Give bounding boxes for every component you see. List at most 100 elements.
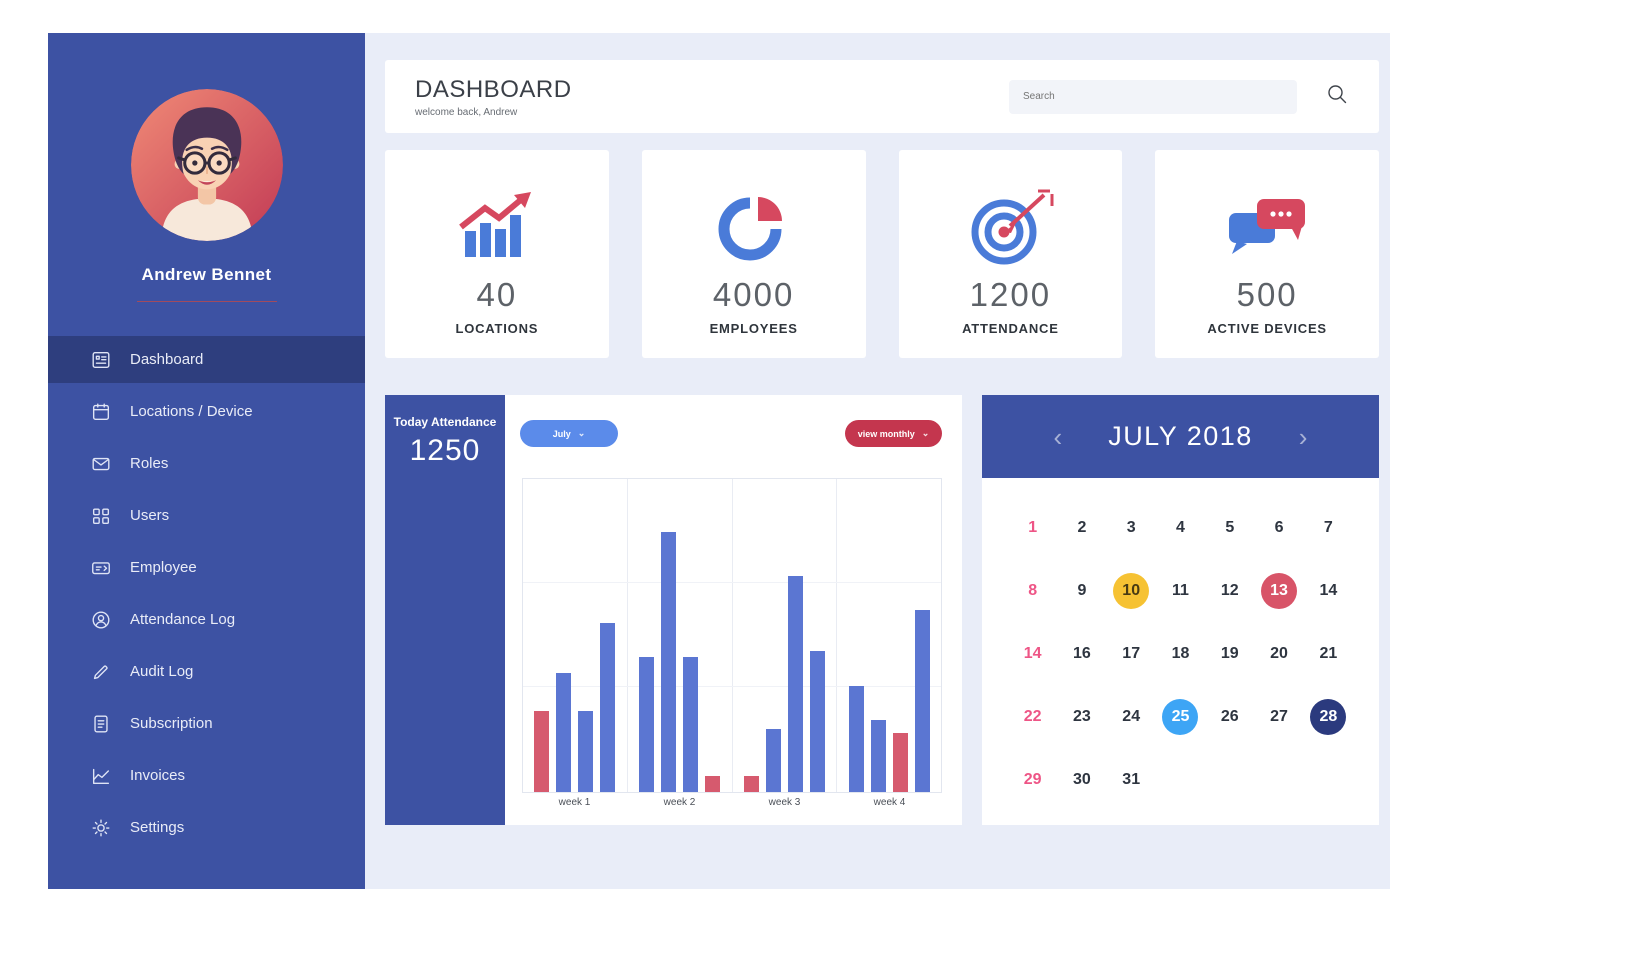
calendar-day-30[interactable]: 30 [1073,770,1091,788]
calendar-cell: 29 [1008,748,1057,811]
chevron-down-icon: ⌄ [577,428,586,438]
chart-bar [661,532,677,792]
calendar-cell: 27 [1254,685,1303,748]
calendar-cell: 16 [1057,622,1106,685]
calendar-cell: 10 [1107,559,1156,622]
sidebar-item-attendance-log[interactable]: Attendance Log [48,596,365,643]
calendar-prev-icon[interactable]: ‹ [1053,421,1063,452]
calendar-day-27[interactable]: 27 [1270,707,1288,725]
user-name: Andrew Bennet [141,265,272,284]
sidebar-item-employee[interactable]: Employee [48,544,365,591]
calendar-day-29[interactable]: 29 [1023,770,1042,788]
calendar-cell: 13 [1254,559,1303,622]
search-icon[interactable] [1325,82,1349,111]
calendar-cell: 7 [1304,496,1353,559]
calendar-day-6[interactable]: 6 [1274,518,1284,536]
calendar-day-19[interactable]: 19 [1220,644,1239,662]
calendar-day-14[interactable]: 14 [1319,581,1338,599]
calendar-day-23[interactable]: 23 [1073,707,1091,725]
device-calendar-icon [90,401,112,423]
page-title: DASHBOARD [415,75,572,103]
search-input[interactable] [1023,91,1283,102]
calendar-cell: 9 [1057,559,1106,622]
calendar-cell: 22 [1008,685,1057,748]
calendar-cell: 8 [1008,559,1057,622]
bottom-row: Today Attendance 1250 July ⌄ view monthl… [385,395,1379,825]
calendar-cell: 14 [1008,622,1057,685]
calendar-day-18[interactable]: 18 [1171,644,1190,662]
calendar-day-4[interactable]: 4 [1176,518,1185,536]
calendar-day-21[interactable]: 21 [1319,644,1338,662]
document-icon [90,713,112,735]
sidebar-item-settings[interactable]: Settings [48,804,365,851]
calendar-day-8[interactable]: 8 [1028,581,1038,599]
chart-plot [522,478,942,793]
sidebar-item-label: Locations / Device [130,403,253,420]
calendar-cell: 21 [1304,622,1353,685]
sidebar-item-roles[interactable]: Roles [48,440,365,487]
calendar-day-3[interactable]: 3 [1126,518,1136,536]
sidebar-item-label: Settings [130,819,185,836]
calendar-cell: 11 [1156,559,1205,622]
sidebar-item-subscription[interactable]: Subscription [48,700,365,747]
stat-value: 500 [1236,276,1298,313]
calendar-day-2[interactable]: 2 [1077,518,1087,536]
calendar-day-7[interactable]: 7 [1323,518,1333,536]
calendar-day-10[interactable]: 10 [1113,572,1150,609]
calendar-day-16[interactable]: 16 [1073,644,1091,662]
header-right [1009,79,1349,114]
attendance-title: Today Attendance [393,415,497,429]
search-box[interactable] [1009,79,1297,114]
sidebar-item-label: Audit Log [130,663,194,680]
sidebar-item-label: Invoices [130,767,186,784]
calendar-cell: 1 [1008,496,1057,559]
month-filter-dropdown[interactable]: July ⌄ [520,420,618,447]
sidebar-item-label: Roles [130,455,169,472]
calendar-cell: 17 [1107,622,1156,685]
calendar-day-28[interactable]: 28 [1310,698,1347,735]
calendar-day-24[interactable]: 24 [1122,707,1141,725]
calendar-day-17[interactable]: 17 [1122,644,1141,662]
envelope-icon [90,453,112,475]
chevron-down-icon: ⌄ [921,428,930,438]
sidebar-item-users[interactable]: Users [48,492,365,539]
sidebar-item-audit-log[interactable]: Audit Log [48,648,365,695]
calendar-day-20[interactable]: 20 [1270,644,1288,662]
month-filter-label: July [552,428,571,439]
sidebar-item-locations-device[interactable]: Locations / Device [48,388,365,435]
stat-value: 40 [476,276,518,313]
calendar-day-13[interactable]: 13 [1261,572,1298,609]
chart-bar [870,720,886,792]
chart-bar [787,576,803,792]
calendar-day-31[interactable]: 31 [1122,770,1141,788]
calendar-cell: 31 [1107,748,1156,811]
calendar-day-22[interactable]: 22 [1023,707,1042,725]
sidebar-nav: Dashboard Locations / Device Roles Users Emp… [48,336,365,851]
stat-card-attendance: 1200 ATTENDANCE [898,150,1123,358]
calendar-cell: 18 [1156,622,1205,685]
calendar-cell: 6 [1254,496,1303,559]
calendar-cell: 26 [1205,685,1254,748]
sidebar-item-label: Dashboard [130,351,204,368]
view-monthly-button[interactable]: view monthly ⌄ [845,420,942,447]
bar-chart-icon [451,180,543,276]
calendar-day-12[interactable]: 12 [1220,581,1239,599]
calendar-title: JULY 2018 [1108,421,1253,451]
calendar-next-icon[interactable]: › [1298,421,1308,452]
calendar-day-11[interactable]: 11 [1172,581,1189,599]
calendar-day-26[interactable]: 26 [1220,707,1239,725]
bar-group-week-1 [523,479,628,792]
calendar-day-5[interactable]: 5 [1225,518,1235,536]
calendar-day-25[interactable]: 25 [1162,698,1199,735]
calendar-day-9[interactable]: 9 [1077,581,1087,599]
sidebar-item-dashboard[interactable]: Dashboard [48,336,365,383]
calendar-day-1[interactable]: 1 [1028,518,1038,536]
person-circle-icon [90,609,112,631]
app-canvas: Andrew Bennet Dashboard Locations / Devic… [48,33,1390,889]
calendar-day-14[interactable]: 14 [1023,644,1042,662]
stat-card-employees: 4000 EMPLOYEES [641,150,866,358]
chart-bar [683,657,699,792]
chat-bubbles-icon [1221,180,1313,276]
chart-bar [578,710,594,792]
sidebar-item-invoices[interactable]: Invoices [48,752,365,799]
